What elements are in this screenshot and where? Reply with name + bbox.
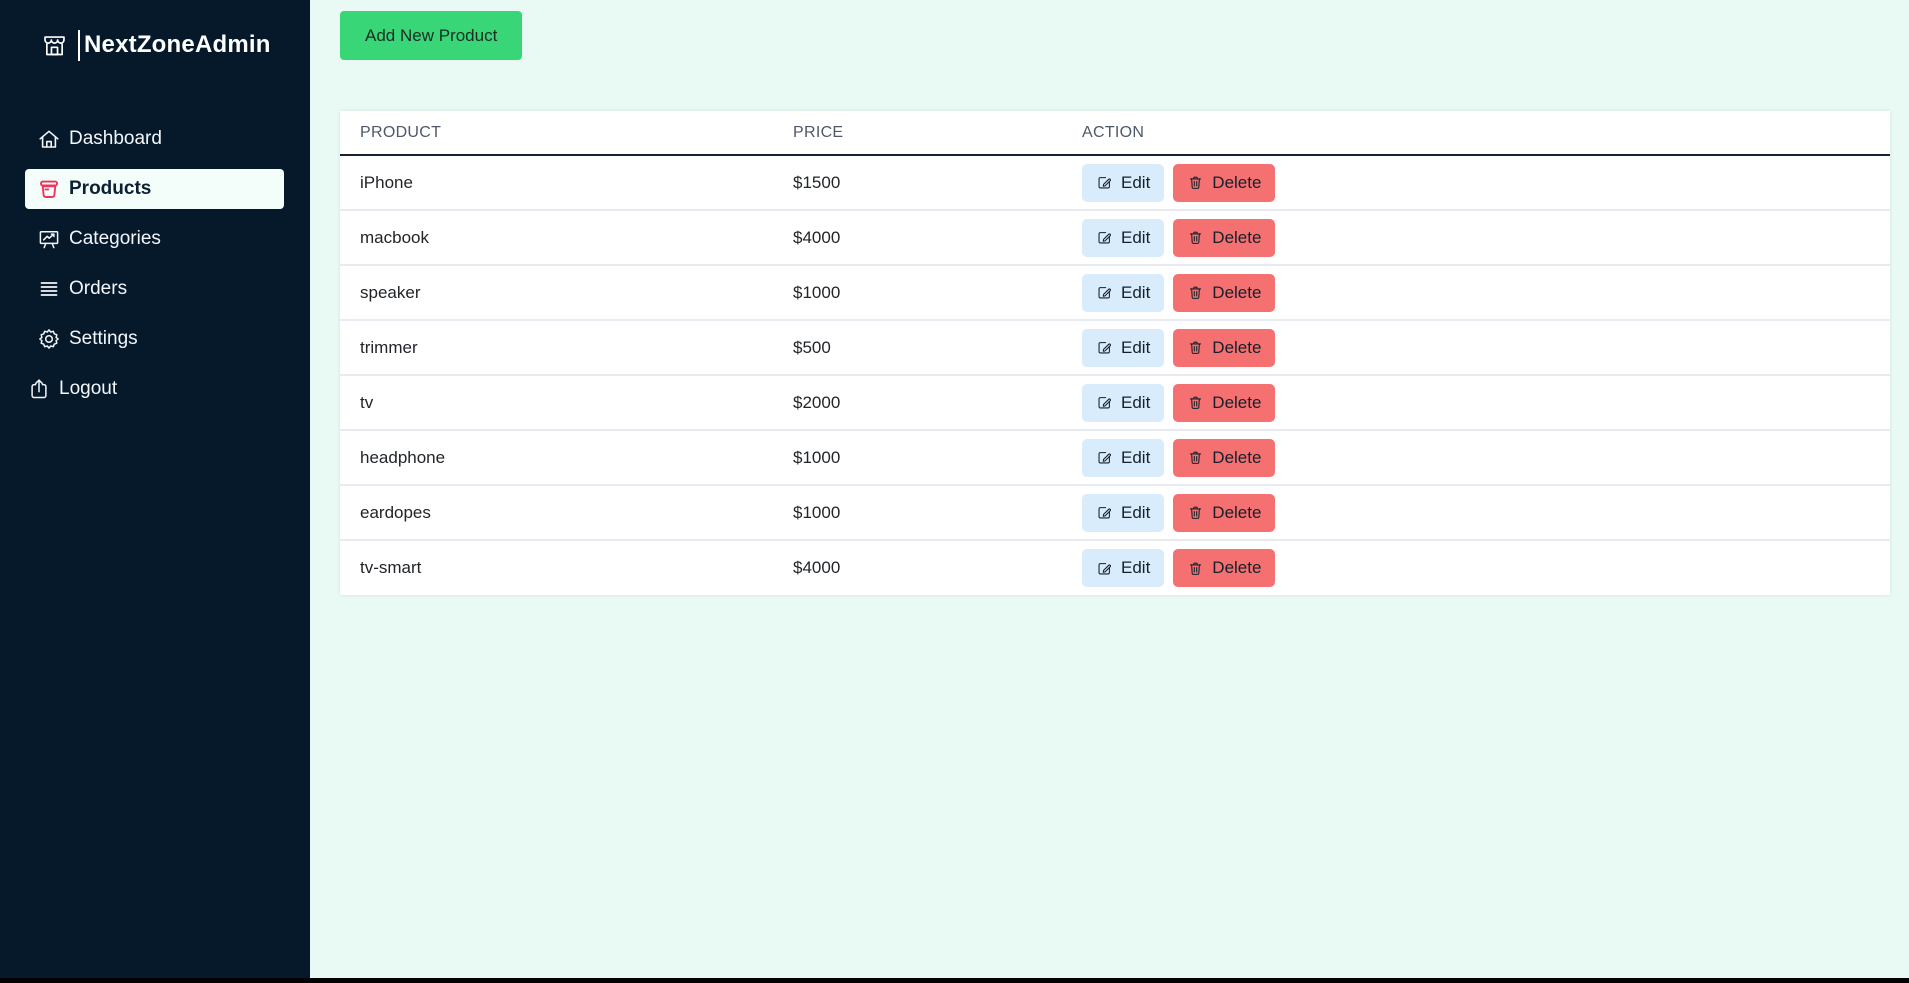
store-icon xyxy=(41,32,68,59)
main-content: Add New Product PRODUCT PRICE ACTION iPh… xyxy=(310,0,1909,983)
edit-button[interactable]: Edit xyxy=(1082,218,1165,257)
pencil-square-icon xyxy=(1096,560,1113,577)
sidebar-item-label: Products xyxy=(69,178,152,199)
product-cell: eardopes xyxy=(340,484,773,540)
price-cell: $1000 xyxy=(773,429,1062,485)
product-cell: tv xyxy=(340,374,773,430)
trash-icon xyxy=(1187,174,1204,191)
price-cell: $2000 xyxy=(773,374,1062,430)
pencil-square-icon xyxy=(1096,284,1113,301)
gear-icon xyxy=(37,327,61,351)
pencil-square-icon xyxy=(1096,174,1113,191)
sidebar-item-settings[interactable]: Settings xyxy=(25,319,284,359)
table-row: tv $2000 Edit Delete xyxy=(340,374,1890,430)
column-header-price: PRICE xyxy=(773,111,1062,156)
action-cell: Edit Delete xyxy=(1062,539,1890,595)
price-cell: $4000 xyxy=(773,539,1062,595)
sidebar-item-label: Orders xyxy=(69,278,128,299)
pencil-square-icon xyxy=(1096,504,1113,521)
trash-icon xyxy=(1187,449,1204,466)
sidebar-item-label: Settings xyxy=(69,328,138,349)
action-cell: Edit Delete xyxy=(1062,319,1890,375)
sidebar-item-label: Logout xyxy=(59,378,118,399)
products-table: PRODUCT PRICE ACTION iPhone $1500 Edit De… xyxy=(340,111,1890,595)
sidebar-item-categories[interactable]: Categories xyxy=(25,219,284,259)
product-cell: trimmer xyxy=(340,319,773,375)
product-cell: headphone xyxy=(340,429,773,485)
delete-button[interactable]: Delete xyxy=(1173,328,1276,367)
price-cell: $4000 xyxy=(773,209,1062,265)
edit-button[interactable]: Edit xyxy=(1082,493,1165,532)
edit-button[interactable]: Edit xyxy=(1082,383,1165,422)
edit-button[interactable]: Edit xyxy=(1082,273,1165,312)
table-row: macbook $4000 Edit Delete xyxy=(340,209,1890,265)
trash-icon xyxy=(1187,229,1204,246)
column-header-product: PRODUCT xyxy=(340,111,773,156)
sidebar-item-dashboard[interactable]: Dashboard xyxy=(25,119,284,159)
products-table-container: PRODUCT PRICE ACTION iPhone $1500 Edit De… xyxy=(340,111,1890,595)
action-cell: Edit Delete xyxy=(1062,209,1890,265)
home-icon xyxy=(37,127,61,151)
brand: NextZoneAdmin xyxy=(41,28,310,62)
action-cell: Edit Delete xyxy=(1062,264,1890,320)
price-cell: $1000 xyxy=(773,264,1062,320)
trash-icon xyxy=(1187,394,1204,411)
column-header-action: ACTION xyxy=(1062,111,1890,156)
pencil-square-icon xyxy=(1096,449,1113,466)
price-cell: $500 xyxy=(773,319,1062,375)
table-row: headphone $1000 Edit Delete xyxy=(340,429,1890,485)
sidebar-item-products[interactable]: Products xyxy=(25,169,284,209)
product-cell: tv-smart xyxy=(340,539,773,595)
trash-icon xyxy=(1187,339,1204,356)
table-row: iPhone $1500 Edit Delete xyxy=(340,155,1890,210)
add-new-product-button[interactable]: Add New Product xyxy=(340,11,523,60)
action-cell: Edit Delete xyxy=(1062,155,1890,210)
sidebar-item-label: Categories xyxy=(69,228,161,249)
pencil-square-icon xyxy=(1096,394,1113,411)
pencil-square-icon xyxy=(1096,339,1113,356)
delete-button[interactable]: Delete xyxy=(1173,493,1276,532)
action-cell: Edit Delete xyxy=(1062,429,1890,485)
delete-button[interactable]: Delete xyxy=(1173,273,1276,312)
pencil-square-icon xyxy=(1096,229,1113,246)
trash-icon xyxy=(1187,504,1204,521)
delete-button[interactable]: Delete xyxy=(1173,383,1276,422)
sidebar-nav: Dashboard Products Categories Orders Set… xyxy=(0,119,310,409)
edit-button[interactable]: Edit xyxy=(1082,549,1165,587)
action-cell: Edit Delete xyxy=(1062,484,1890,540)
delete-button[interactable]: Delete xyxy=(1173,549,1276,587)
edit-button[interactable]: Edit xyxy=(1082,163,1165,202)
edit-button[interactable]: Edit xyxy=(1082,328,1165,367)
table-header-row: PRODUCT PRICE ACTION xyxy=(340,111,1890,156)
list-lines-icon xyxy=(37,277,61,301)
brand-title: NextZoneAdmin xyxy=(84,31,271,58)
logout-icon xyxy=(27,377,51,401)
sidebar-item-logout[interactable]: Logout xyxy=(25,369,284,409)
delete-button[interactable]: Delete xyxy=(1173,438,1276,477)
edit-button[interactable]: Edit xyxy=(1082,438,1165,477)
delete-button[interactable]: Delete xyxy=(1173,218,1276,257)
table-row: eardopes $1000 Edit Delete xyxy=(340,484,1890,540)
table-row: trimmer $500 Edit Delete xyxy=(340,319,1890,375)
product-cell: macbook xyxy=(340,209,773,265)
price-cell: $1000 xyxy=(773,484,1062,540)
basket-icon xyxy=(37,177,61,201)
trash-icon xyxy=(1187,284,1204,301)
table-row: speaker $1000 Edit Delete xyxy=(340,264,1890,320)
text-cursor xyxy=(78,29,80,61)
window-bottom-edge xyxy=(0,978,1909,983)
trash-icon xyxy=(1187,560,1204,577)
sidebar: NextZoneAdmin Dashboard Products Categor… xyxy=(0,0,310,983)
delete-button[interactable]: Delete xyxy=(1173,163,1276,202)
sidebar-item-label: Dashboard xyxy=(69,128,162,149)
product-cell: speaker xyxy=(340,264,773,320)
table-row: tv-smart $4000 Edit Delete xyxy=(340,539,1890,595)
price-cell: $1500 xyxy=(793,172,841,192)
presentation-chart-icon xyxy=(37,227,61,251)
action-cell: Edit Delete xyxy=(1062,374,1890,430)
product-cell: iPhone xyxy=(360,172,413,192)
sidebar-item-orders[interactable]: Orders xyxy=(25,269,284,309)
